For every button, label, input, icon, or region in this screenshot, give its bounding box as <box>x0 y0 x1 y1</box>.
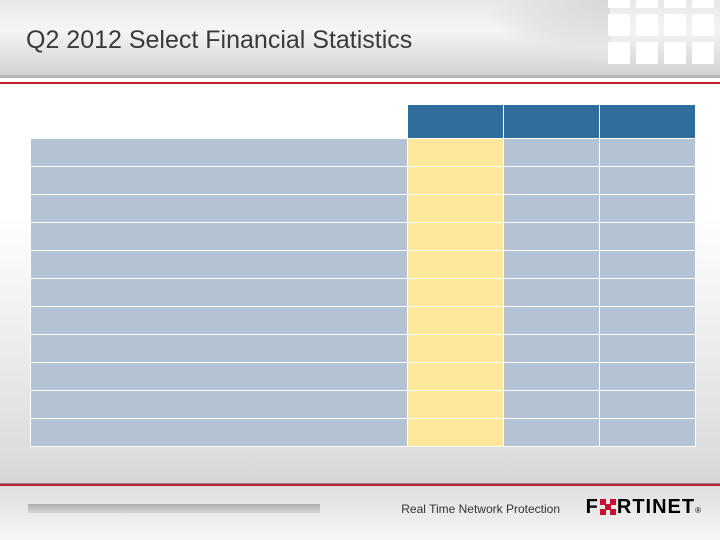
logo-mark-icon <box>600 499 616 515</box>
footer-tagline: Real Time Network Protection <box>401 502 560 516</box>
table-row <box>31 279 696 307</box>
table-row <box>31 251 696 279</box>
header-cell <box>504 105 600 139</box>
fortinet-logo: F RTINET® <box>586 496 702 519</box>
footer-decoration-bar <box>28 504 320 513</box>
logo-text-before: F <box>586 496 599 518</box>
header-cell-blank <box>31 105 408 139</box>
logo-registered: ® <box>695 506 702 515</box>
financial-table <box>30 104 696 447</box>
header: Q2 2012 Select Financial Statistics <box>0 0 720 78</box>
table-row <box>31 195 696 223</box>
table-row <box>31 363 696 391</box>
grid-decoration <box>600 0 720 78</box>
table-row <box>31 307 696 335</box>
header-cell <box>600 105 696 139</box>
table-row <box>31 419 696 447</box>
page-title: Q2 2012 Select Financial Statistics <box>26 26 412 55</box>
logo-text-after: RTINET <box>617 496 695 518</box>
table-row <box>31 139 696 167</box>
footer: Real Time Network Protection F RTINET® <box>0 484 720 540</box>
red-divider <box>0 82 720 84</box>
table-row <box>31 391 696 419</box>
table-row <box>31 167 696 195</box>
slide: Q2 2012 Select Financial Statistics Real… <box>0 0 720 540</box>
header-swoosh-decoration <box>470 0 610 78</box>
table-row <box>31 335 696 363</box>
header-cell <box>408 105 504 139</box>
table-header-row <box>31 105 696 139</box>
table-row <box>31 223 696 251</box>
